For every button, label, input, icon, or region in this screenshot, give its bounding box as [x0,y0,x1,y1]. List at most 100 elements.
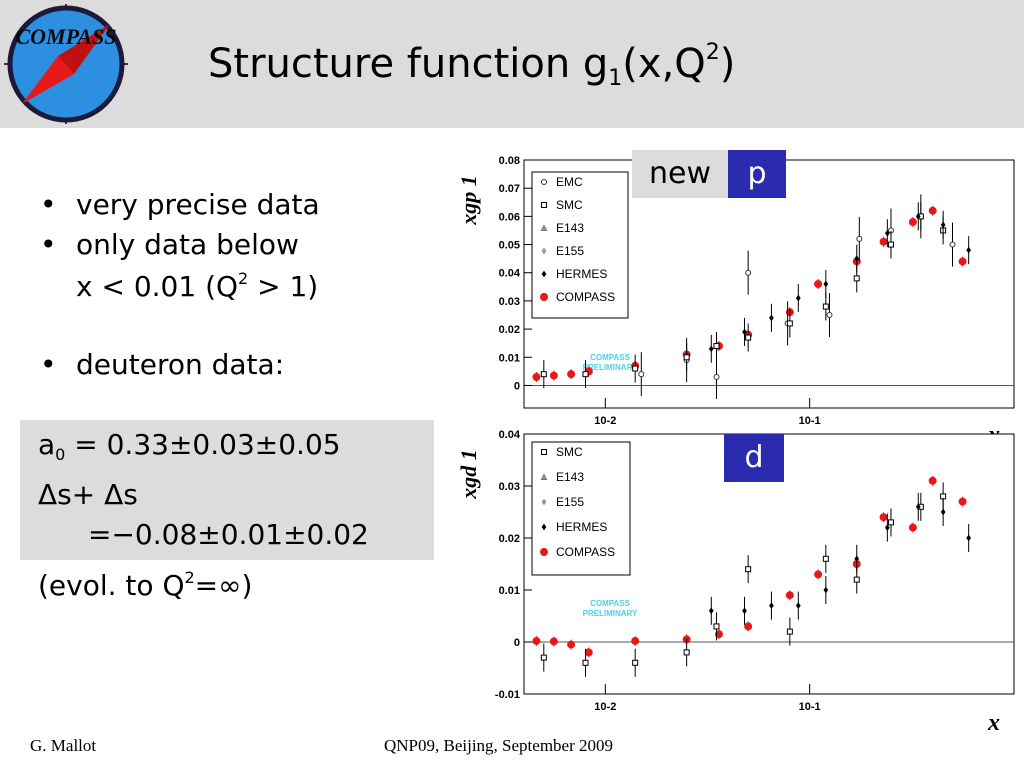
data-point-emc [856,235,863,242]
legend-label-e143: E143 [556,221,584,235]
data-point-hermes [884,524,890,531]
data-point-compass [958,497,967,506]
legend-label-compass: COMPASS [556,545,615,559]
data-point-hermes [823,280,829,288]
data-point-compass [879,513,888,522]
legend-marker-compass [540,548,548,556]
data-point-emc [713,374,720,380]
data-point-hermes [742,328,747,336]
data-point-smc [745,334,752,341]
data-point-hermes [884,229,890,237]
x-tick-label-p: 10-2 [594,415,616,427]
data-point-compass [714,630,723,639]
data-point-smc [887,519,894,526]
preliminary-label-d: PRELIMINARY [583,609,638,618]
data-point-hermes [915,212,921,220]
preliminary-label-d: COMPASS [590,599,631,608]
data-point-hermes [966,246,972,254]
x-tick-label-d: 10-1 [799,701,821,713]
legend-marker-e143 [540,473,548,480]
data-point-smc [822,555,829,562]
y-tick-label-d: -0.01 [495,689,520,701]
legend-label-smc: SMC [556,445,583,459]
legend-label-smc: SMC [556,198,583,212]
y-tick-label-p: 0.05 [499,240,520,252]
data-point-smc [540,371,547,378]
legend-label-e143: E143 [556,470,584,484]
data-point-hermes [823,586,829,594]
data-point-compass [928,206,937,215]
data-point-smc [745,566,752,573]
data-point-smc [822,303,829,310]
data-point-hermes [966,534,972,542]
data-point-hermes [940,221,946,229]
y-axis-label-p: xgp 1 [456,175,481,226]
data-point-smc [786,320,793,327]
data-point-smc [887,241,894,248]
data-point-emc [826,312,833,318]
results-box [20,420,434,560]
data-point-hermes [708,607,714,615]
legend-label-emc: EMC [556,175,583,189]
data-point-compass [908,218,917,226]
legend-marker-smc [541,202,547,208]
y-tick-label-p: 0.06 [499,211,520,223]
data-point-smc [540,654,547,661]
data-point-hermes [742,607,747,615]
legend-label-hermes: HERMES [556,520,607,534]
legend-marker-smc [541,449,547,455]
footer-author: G. Mallot [30,736,97,755]
data-point-hermes [940,508,946,516]
legend-label-hermes: HERMES [556,267,607,281]
data-point-smc [582,371,589,378]
data-point-compass [549,371,558,380]
legend-marker-emc [541,179,547,185]
footer-event: QNP09, Beijing, September 2009 [384,736,614,755]
data-point-hermes [769,602,774,609]
data-point-compass [814,280,823,288]
data-point-hermes [795,294,801,302]
data-point-smc [853,576,860,583]
data-point-smc [713,623,720,630]
y-tick-label-p: 0.01 [499,352,520,364]
data-point-compass [631,636,640,645]
legend-marker-e155 [541,498,547,506]
legend-marker-hermes [541,270,547,278]
y-tick-label-d: 0.03 [499,481,520,493]
data-point-compass [928,476,937,485]
data-point-compass [785,591,794,600]
legend-marker-e155 [541,247,547,255]
data-point-compass [549,637,558,646]
legend-marker-compass [540,293,548,301]
evolution-note: (evol. to Q2=∞) [38,568,253,602]
data-point-compass [814,570,823,579]
preliminary-label-p: COMPASS [590,353,631,362]
data-point-smc [632,659,639,666]
ds-value: =−0.08±0.01±0.02 [88,518,369,551]
y-tick-label-d: 0.01 [499,585,520,597]
data-point-compass [532,373,541,381]
data-point-compass [958,257,967,266]
data-point-compass [532,636,541,645]
compass-logo: COMPASS [4,4,128,124]
y-tick-label-d: 0.02 [499,533,520,545]
data-point-hermes [708,345,714,353]
data-point-smc [713,343,720,349]
y-tick-label-p: 0.03 [499,296,520,308]
data-point-hermes [854,555,860,563]
y-tick-label-p: 0.07 [499,183,520,195]
data-point-compass [908,523,917,532]
bullet-deuteron: deuteron data: [38,348,320,382]
logo-text: COMPASS [15,24,116,49]
proton-badge: p [728,150,786,198]
y-tick-label-p: 0 [514,380,520,392]
data-point-smc [853,275,860,282]
x-tick-label-d: 10-2 [594,701,616,713]
y-axis-label-d: xgd 1 [456,449,481,500]
y-tick-label-d: 0 [514,637,520,649]
legend-label-compass: COMPASS [556,290,615,304]
y-tick-label-p: 0.08 [499,155,520,167]
a0-line: a0 = 0.33±0.03±0.05 [38,428,341,464]
